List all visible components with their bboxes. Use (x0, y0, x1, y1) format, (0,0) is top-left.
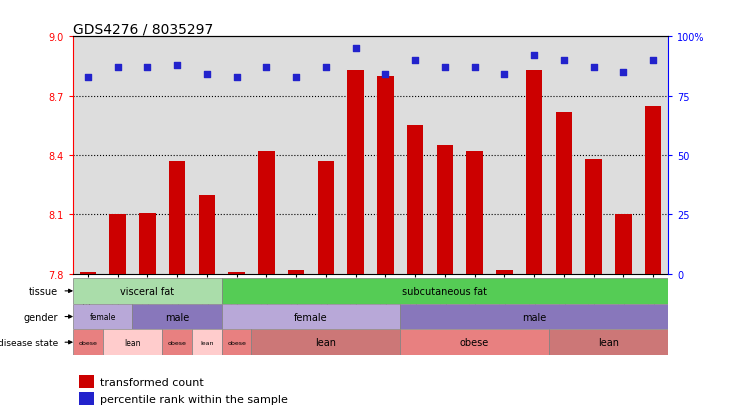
Bar (251, 330, 400, 355)
Bar (400, 304, 668, 330)
Bar (407, 126, 423, 274)
Text: lean: lean (598, 337, 619, 347)
Text: GDS4276 / 8035297: GDS4276 / 8035297 (73, 22, 213, 36)
Point (439, 65, 450, 71)
Bar (162, 330, 192, 355)
Text: obese: obese (227, 340, 246, 345)
Bar (80, 272, 96, 274)
Bar (377, 77, 393, 274)
Text: transformed count: transformed count (100, 377, 204, 387)
Text: lean: lean (200, 340, 214, 345)
Point (588, 65, 599, 71)
Bar (526, 71, 542, 274)
Point (231, 74, 242, 81)
Bar (222, 330, 251, 355)
Bar (228, 272, 245, 274)
Point (320, 65, 331, 71)
Text: subcutaneous fat: subcutaneous fat (402, 286, 488, 296)
Bar (199, 195, 215, 274)
Text: male: male (522, 312, 546, 322)
Text: female: female (90, 312, 116, 321)
Point (618, 69, 629, 76)
Point (529, 53, 540, 59)
Text: obese: obese (460, 337, 489, 347)
Bar (79, 392, 94, 405)
Bar (73, 278, 222, 304)
Bar (139, 213, 155, 274)
Point (82, 74, 93, 81)
Bar (615, 215, 631, 274)
Bar (169, 161, 185, 274)
Bar (645, 106, 661, 274)
Bar (73, 330, 103, 355)
Bar (288, 270, 304, 274)
Text: visceral fat: visceral fat (120, 286, 174, 296)
Text: lean: lean (315, 337, 337, 347)
Point (291, 74, 302, 81)
Bar (556, 112, 572, 274)
Point (469, 65, 480, 71)
Point (172, 62, 183, 69)
Point (142, 65, 153, 71)
Bar (73, 304, 133, 330)
Text: lean: lean (124, 338, 141, 347)
Text: male: male (165, 312, 189, 322)
Bar (400, 330, 549, 355)
Point (648, 57, 659, 64)
Bar (133, 304, 222, 330)
Bar (222, 278, 668, 304)
Point (201, 72, 212, 78)
Point (350, 46, 361, 52)
Bar (496, 270, 512, 274)
Text: obese: obese (168, 340, 187, 345)
Bar (110, 215, 126, 274)
Bar (318, 161, 334, 274)
Bar (192, 330, 222, 355)
Point (410, 57, 421, 64)
Bar (258, 152, 274, 274)
Bar (437, 146, 453, 274)
Text: gender: gender (23, 312, 58, 322)
Text: percentile rank within the sample: percentile rank within the sample (100, 394, 288, 404)
Text: obese: obese (78, 340, 97, 345)
Text: tissue: tissue (29, 286, 58, 296)
Bar (585, 160, 602, 274)
Bar (549, 330, 668, 355)
Point (112, 65, 123, 71)
Bar (103, 330, 162, 355)
Bar (347, 71, 364, 274)
Bar (466, 152, 483, 274)
Bar (222, 304, 400, 330)
Point (380, 72, 391, 78)
Text: female: female (294, 312, 328, 322)
Point (558, 57, 569, 64)
Point (261, 65, 272, 71)
Point (499, 72, 510, 78)
Bar (79, 375, 94, 388)
Text: disease state: disease state (0, 338, 58, 347)
